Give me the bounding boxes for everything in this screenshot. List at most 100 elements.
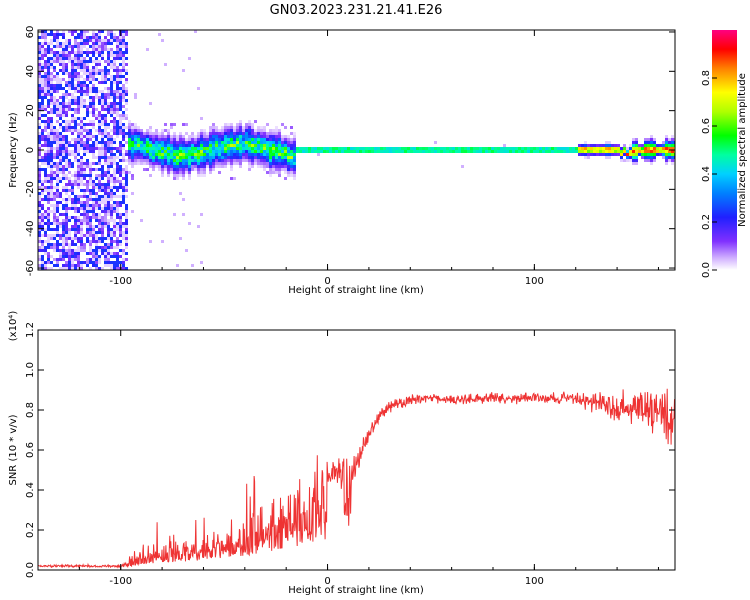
spectrogram-cell: [59, 45, 62, 48]
spectrogram-cell: [131, 123, 134, 126]
spectrogram-cell: [83, 117, 86, 120]
spectrogram-cell: [122, 33, 125, 36]
spectrogram-cell: [209, 138, 212, 141]
spectrogram-cell: [86, 123, 89, 126]
spectrogram-cell: [290, 132, 293, 135]
spectrogram-cell: [173, 123, 176, 126]
spectrogram-cell: [131, 132, 134, 135]
spectrogram-cell: [191, 159, 194, 162]
spectrogram-cell: [194, 159, 197, 162]
spectrogram-cell: [662, 147, 665, 150]
spectrogram-cell: [74, 228, 77, 231]
spectrogram-cell: [44, 231, 47, 234]
spectrogram-cell: [548, 150, 551, 153]
spectrogram-cell: [125, 225, 128, 228]
spectrogram-cell: [116, 252, 119, 255]
spectrogram-cell: [89, 231, 92, 234]
spectrogram-cell: [74, 36, 77, 39]
spectrogram-cell: [86, 258, 89, 261]
spectrogram-cell: [263, 162, 266, 165]
spectrogram-cell: [137, 132, 140, 135]
spectrogram-cell: [71, 204, 74, 207]
spectrogram-cell: [119, 126, 122, 129]
spectrogram-cell: [50, 78, 53, 81]
spectrogram-cell: [671, 159, 674, 162]
spectrogram-cell: [344, 150, 347, 153]
spectrogram-cell: [41, 189, 44, 192]
spectrogram-cell: [266, 171, 269, 174]
spectrogram-cell: [110, 96, 113, 99]
spectrogram-cell: [80, 99, 83, 102]
spectrogram-cell: [101, 246, 104, 249]
spectrogram-cell: [221, 144, 224, 147]
spectrogram-cell: [209, 135, 212, 138]
spectrogram-cell: [104, 246, 107, 249]
spectrogram-cell: [176, 171, 179, 174]
spectrogram-cell: [104, 129, 107, 132]
spectrogram-cell: [149, 150, 152, 153]
spectrogram-cell: [260, 144, 263, 147]
spectrogram-cell: [290, 153, 293, 156]
spectrogram-cell: [179, 153, 182, 156]
spectrogram-cell: [155, 141, 158, 144]
spectrogram-cell: [287, 153, 290, 156]
spectrogram-cell: [65, 165, 68, 168]
spectrogram-cell: [110, 234, 113, 237]
spectrogram-cell: [176, 165, 179, 168]
spectrogram-cell: [56, 162, 59, 165]
spectrogram-cell: [98, 267, 101, 270]
spectrogram-cell: [92, 54, 95, 57]
spectrogram-cell: [41, 183, 44, 186]
spectrogram-cell: [89, 198, 92, 201]
spectrogram-cell: [53, 177, 56, 180]
spectrogram-cell: [116, 96, 119, 99]
spectrogram-cell: [113, 138, 116, 141]
spectrogram-cell: [44, 120, 47, 123]
spectrogram-cell: [125, 219, 128, 222]
spectrogram-cell: [254, 150, 257, 153]
spectrogram-cell: [80, 48, 83, 51]
spectrogram-cell: [104, 222, 107, 225]
spectrogram-cell: [101, 48, 104, 51]
spectrogram-cell: [44, 126, 47, 129]
spectrogram-cell: [635, 141, 638, 144]
spectrogram-cell: [41, 108, 44, 111]
spectrogram-cell: [47, 189, 50, 192]
spectrogram-cell: [122, 96, 125, 99]
spectrogram-cell: [494, 147, 497, 150]
spectrogram-cell: [83, 57, 86, 60]
spectrogram-cell: [128, 156, 131, 159]
spectrogram-cell: [95, 225, 98, 228]
spectrogram-cell: [671, 156, 674, 159]
spectrogram-cell: [50, 33, 53, 36]
spectrogram-cell: [53, 243, 56, 246]
spectrogram-cell: [71, 240, 74, 243]
spectrogram-cell: [272, 135, 275, 138]
spectrogram-cell: [41, 198, 44, 201]
spectrogram-cell: [59, 144, 62, 147]
spectrogram-cell: [86, 216, 89, 219]
spectrogram-cell: [95, 192, 98, 195]
spectrogram-cell: [167, 171, 170, 174]
spectrogram-cell: [41, 243, 44, 246]
spectrogram-cell: [470, 150, 473, 153]
spectrogram-cell: [116, 210, 119, 213]
spectrogram-cell: [104, 99, 107, 102]
spectrogram-cell: [212, 162, 215, 165]
spectrogram-cell: [53, 204, 56, 207]
spectrogram-cell: [101, 165, 104, 168]
spectrogram-cell: [155, 132, 158, 135]
spectrogram-cell: [74, 63, 77, 66]
spectrogram-cell: [218, 138, 221, 141]
spectrogram-cell: [95, 201, 98, 204]
spectrogram-cell: [65, 66, 68, 69]
spectrogram-cell: [215, 132, 218, 135]
spectrogram-cell: [62, 168, 65, 171]
spectrogram-cell: [56, 183, 59, 186]
spectrogram-cell: [152, 156, 155, 159]
spectrogram-cell: [38, 174, 41, 177]
spectrogram-cell: [107, 174, 110, 177]
spectrogram-cell: [68, 216, 71, 219]
spectrogram-cell: [278, 132, 281, 135]
spectrogram-cell: [50, 195, 53, 198]
